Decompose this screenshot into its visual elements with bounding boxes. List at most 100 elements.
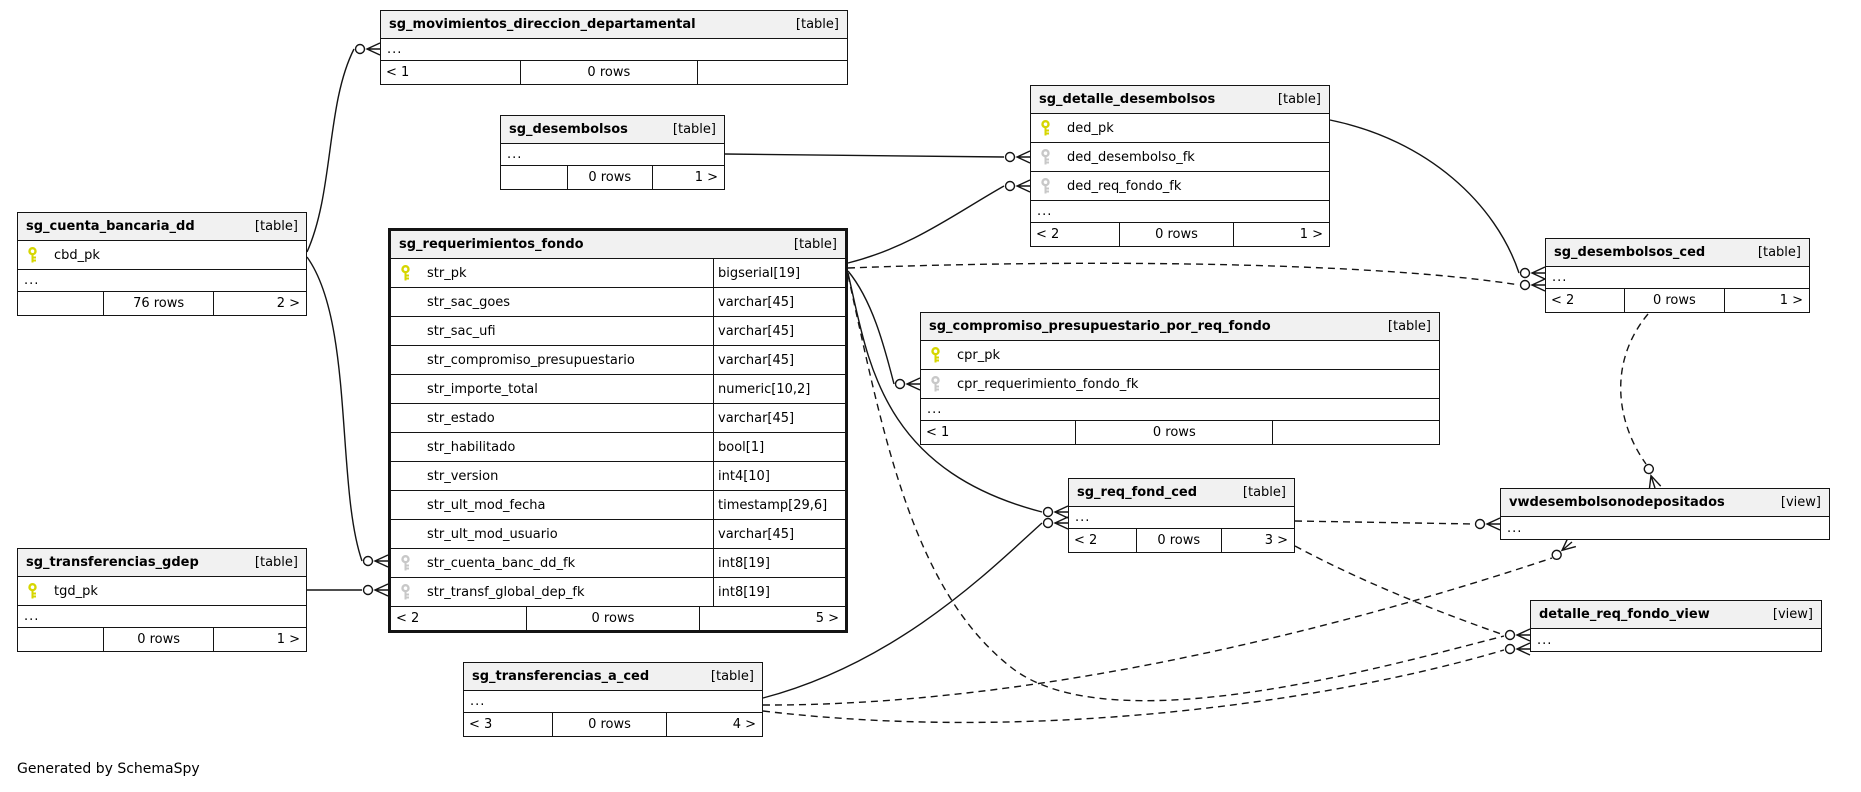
footer-incoming-degree: < 1 <box>381 61 521 84</box>
crow-foot-connector-icon <box>1504 628 1531 642</box>
column-row-str_ult_mod_usuario: str_ult_mod_usuario varchar[45] <box>391 520 845 549</box>
entity-name-sg_detalle_desembolsos[interactable]: sg_detalle_desembolsos <box>1039 92 1216 107</box>
column-name: str_pk <box>427 265 467 281</box>
column-type: timestamp[29,6] <box>713 491 845 519</box>
crow-foot-connector-icon <box>1643 463 1662 490</box>
crow-foot-connector-icon <box>1004 179 1031 193</box>
more-columns-ellipsis: ... <box>1031 201 1329 223</box>
entity-kind-badge: [table] <box>672 122 716 137</box>
primary-key-icon <box>1041 120 1050 136</box>
more-columns-ellipsis: ... <box>1537 632 1553 648</box>
implied-relationship-line <box>762 649 1505 724</box>
entity-name-sg_movimientos_direccion_departamental[interactable]: sg_movimientos_direccion_departamental <box>389 17 696 32</box>
implied-relationship-line <box>762 557 1553 706</box>
entity-kind-badge: [table] <box>795 17 839 32</box>
footer-incoming-degree: < 1 <box>921 421 1077 444</box>
footer-outgoing-degree: 2 > <box>276 296 300 311</box>
footer-incoming-degree <box>18 628 105 651</box>
column-row-str_habilitado: str_habilitado bool[1] <box>391 433 845 462</box>
entity-name-detalle_req_fondo_view[interactable]: detalle_req_fondo_view <box>1539 607 1710 622</box>
entity-sg_transferencias_gdep: sg_transferencias_gdep [table] tgd_pk... 0 … <box>17 548 307 652</box>
more-columns-ellipsis: ... <box>1507 520 1523 536</box>
relationship-line <box>847 270 895 385</box>
column-type: int8[19] <box>713 549 845 577</box>
column-name: str_cuenta_banc_dd_fk <box>427 555 576 571</box>
column-type: varchar[45] <box>713 288 845 316</box>
entity-kind-badge: [table] <box>793 237 837 252</box>
entity-header: sg_detalle_desembolsos [table] <box>1031 86 1329 114</box>
entity-kind-badge: [table] <box>254 219 298 234</box>
column-name: str_habilitado <box>427 439 516 455</box>
entity-sg_movimientos_direccion_departamental: sg_movimientos_direccion_departamental [t… <box>380 10 848 85</box>
implied-relationship-line <box>847 262 1520 286</box>
entity-kind-badge: [table] <box>1757 245 1801 260</box>
footer-outgoing-degree: 4 > <box>732 717 756 732</box>
more-columns-ellipsis: ... <box>464 691 762 713</box>
column-type: bool[1] <box>713 433 845 461</box>
crow-foot-connector-icon <box>362 583 389 597</box>
footer-outgoing-degree: 1 > <box>694 170 718 185</box>
footer-row-count: 76 rows <box>104 292 214 315</box>
crow-foot-connector-icon <box>1474 517 1501 531</box>
footer-incoming-degree: < 2 <box>1069 529 1137 552</box>
footer-incoming-degree: < 2 <box>1031 223 1121 246</box>
crow-foot-connector-icon <box>1519 278 1546 292</box>
implied-relationship-line <box>1294 520 1475 525</box>
crow-foot-connector-icon <box>894 377 921 391</box>
footer-incoming-degree <box>18 292 105 315</box>
more-columns-ellipsis: ... <box>18 270 306 292</box>
entity-name-sg_req_fond_ced[interactable]: sg_req_fond_ced <box>1077 485 1198 500</box>
entity-vwdesembolsonodepositados: vwdesembolsonodepositados [view]... <box>1500 488 1830 540</box>
more-columns-ellipsis: ... <box>1546 267 1809 289</box>
entity-name-sg_transferencias_a_ced[interactable]: sg_transferencias_a_ced <box>472 669 650 684</box>
footer-outgoing-degree: 1 > <box>1299 227 1323 242</box>
crow-foot-connector-icon <box>362 554 389 568</box>
entity-name-sg_requerimientos_fondo[interactable]: sg_requerimientos_fondo <box>399 237 584 252</box>
foreign-key-icon <box>401 555 410 571</box>
footer-row-count: 0 rows <box>521 61 698 84</box>
entity-header: sg_cuenta_bancaria_dd [table] <box>18 213 306 241</box>
implied-relationship-line <box>1294 545 1505 636</box>
footer-row-count: 0 rows <box>1625 289 1725 312</box>
crow-foot-connector-icon <box>1504 642 1531 656</box>
column-type: int4[10] <box>713 462 845 490</box>
more-columns-ellipsis: ... <box>1069 507 1294 529</box>
entity-kind-badge: [view] <box>1772 607 1813 622</box>
entity-header: sg_transferencias_a_ced [table] <box>464 663 762 691</box>
column-name: cpr_requerimiento_fondo_fk <box>957 376 1139 392</box>
entity-name-vwdesembolsonodepositados[interactable]: vwdesembolsonodepositados <box>1509 495 1725 510</box>
entity-name-sg_desembolsos[interactable]: sg_desembolsos <box>509 122 628 137</box>
foreign-key-icon <box>1041 149 1050 165</box>
column-name: cbd_pk <box>54 247 100 263</box>
column-row-ded_desembolso_fk: ded_desembolso_fk <box>1031 143 1329 172</box>
footer-incoming-degree <box>501 166 568 189</box>
entity-name-sg_transferencias_gdep[interactable]: sg_transferencias_gdep <box>26 555 199 570</box>
primary-key-icon <box>28 583 37 599</box>
column-name: str_transf_global_dep_fk <box>427 584 585 600</box>
entity-header: detalle_req_fondo_view [view] <box>1531 601 1821 629</box>
column-type: bigserial[19] <box>713 259 845 287</box>
column-name: str_ult_mod_usuario <box>427 526 558 542</box>
entity-name-sg_compromiso_presupuestario_por_req_fondo[interactable]: sg_compromiso_presupuestario_por_req_fon… <box>929 319 1271 334</box>
entity-header: sg_transferencias_gdep [table] <box>18 549 306 577</box>
foreign-key-icon <box>401 584 410 600</box>
foreign-key-icon <box>1041 178 1050 194</box>
more-columns-ellipsis: ... <box>501 144 724 166</box>
footer-row-count: 0 rows <box>568 166 653 189</box>
column-type: varchar[45] <box>713 404 845 432</box>
entity-name-sg_cuenta_bancaria_dd[interactable]: sg_cuenta_bancaria_dd <box>26 219 195 234</box>
column-name: cpr_pk <box>957 347 1001 363</box>
column-type: numeric[10,2] <box>713 375 845 403</box>
entity-name-sg_desembolsos_ced[interactable]: sg_desembolsos_ced <box>1554 245 1706 260</box>
column-name: str_version <box>427 468 499 484</box>
column-type: varchar[45] <box>713 346 845 374</box>
column-name: str_sac_goes <box>427 294 511 310</box>
relationship-line <box>847 185 1005 264</box>
column-name: str_ult_mod_fecha <box>427 497 546 513</box>
